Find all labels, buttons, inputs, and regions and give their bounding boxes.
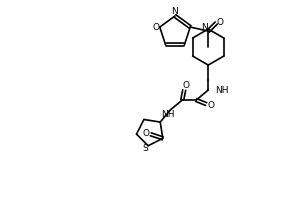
Text: O: O <box>183 81 190 90</box>
Text: NH: NH <box>161 110 175 119</box>
Text: S: S <box>142 144 148 153</box>
Text: N: N <box>172 7 178 17</box>
Text: O: O <box>142 129 149 138</box>
Text: NH: NH <box>215 86 229 95</box>
Text: O: O <box>152 23 159 32</box>
Text: N: N <box>201 23 208 32</box>
Text: O: O <box>208 101 215 110</box>
Text: O: O <box>217 18 224 27</box>
